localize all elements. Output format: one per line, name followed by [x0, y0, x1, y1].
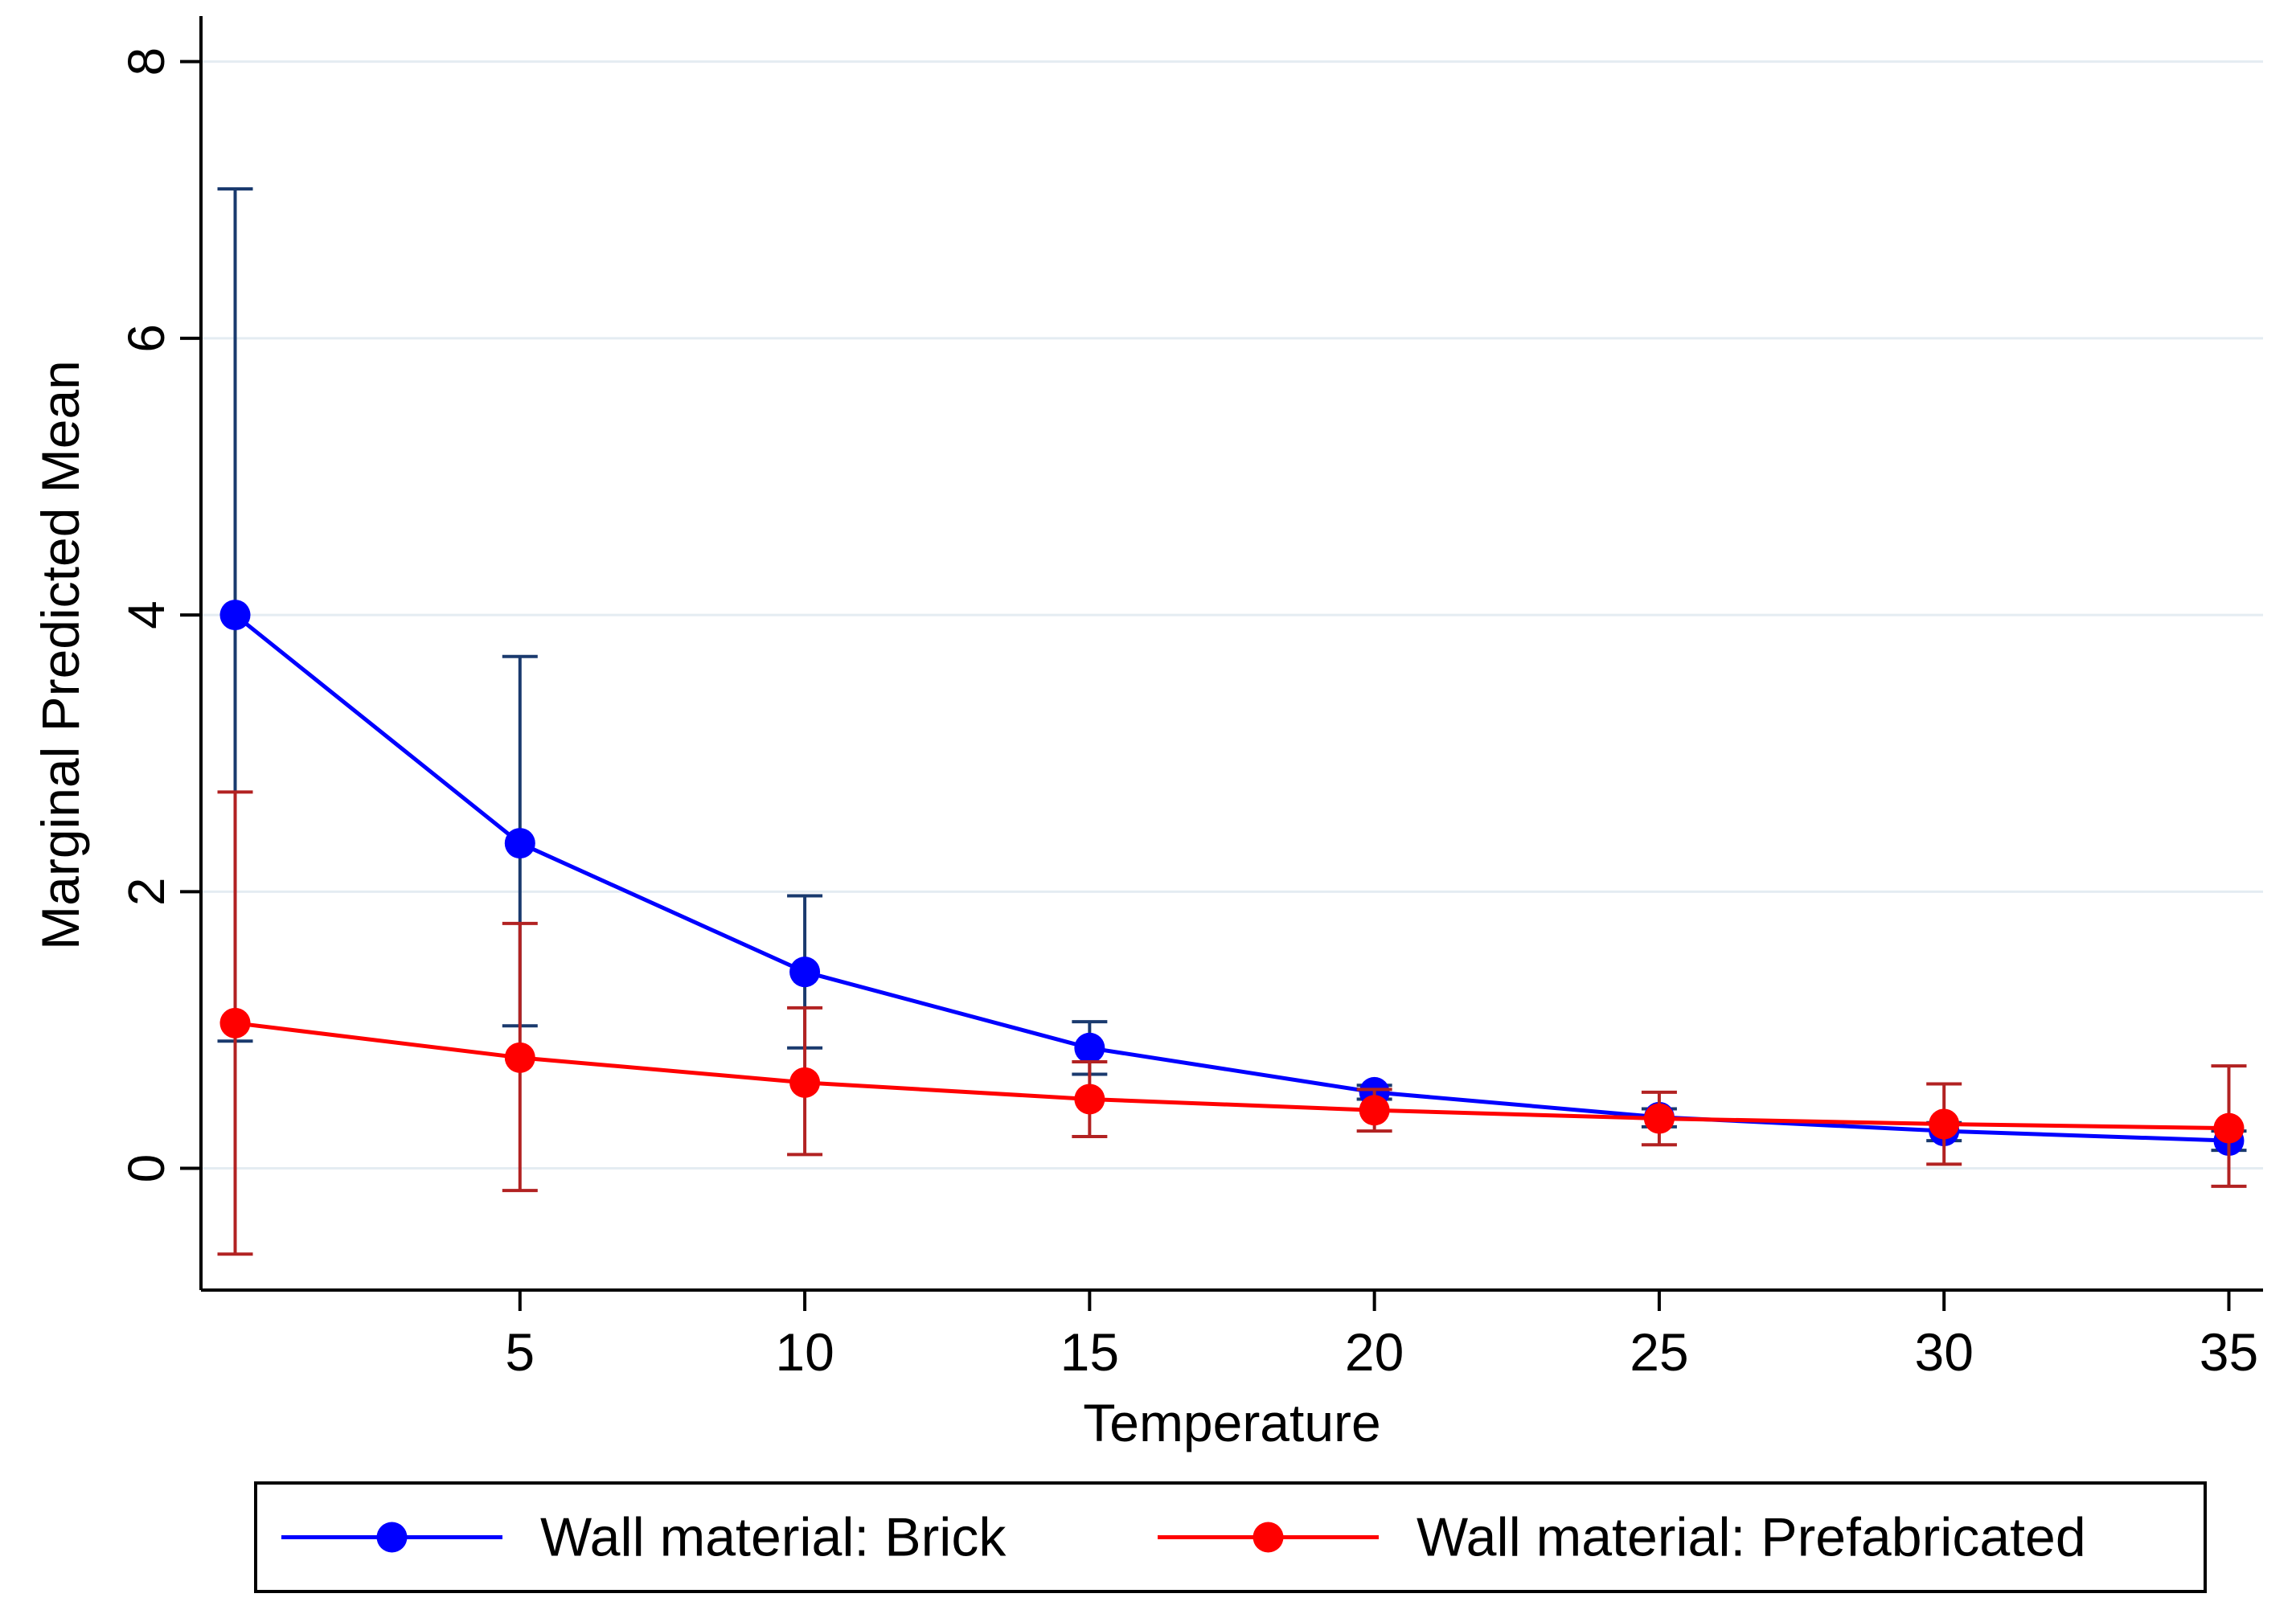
legend-label-2: Wall material: Prefabricated [1417, 1507, 2086, 1568]
data-point-series-1-x10 [789, 957, 821, 988]
data-point-series-2-x35 [2213, 1112, 2245, 1144]
x-tick-label-5: 5 [505, 1322, 535, 1382]
series-line-2 [235, 1021, 2229, 1131]
series-2 [217, 790, 2247, 1256]
x-tick-label-25: 25 [1630, 1322, 1688, 1382]
y-tick-label-2: 2 [117, 878, 175, 907]
data-point-series-2-x10 [789, 1067, 821, 1098]
data-point-series-1-x0 [219, 600, 251, 631]
data-point-series-2-x25 [1643, 1103, 1675, 1134]
y-tick-label-4: 4 [117, 600, 175, 629]
data-point-series-1-x5 [504, 828, 535, 859]
y-tick-label-0: 0 [117, 1154, 175, 1183]
legend-marker-1 [376, 1522, 408, 1553]
x-tick-label-20: 20 [1345, 1322, 1404, 1382]
legend-item-1: Wall material: Brick [281, 1507, 1007, 1568]
legend: Wall material: Brick Wall material: Prefa… [254, 1481, 2207, 1593]
data-point-series-2-x20 [1359, 1095, 1390, 1126]
y-tick-label-6: 6 [117, 324, 175, 353]
legend-label-1: Wall material: Brick [540, 1507, 1007, 1568]
x-axis-title: Temperature [1083, 1393, 1381, 1452]
y-axis-title: Marginal Predicted Mean [31, 360, 90, 950]
data-point-series-2-x30 [1929, 1108, 1960, 1140]
data-point-series-2-x0 [219, 1007, 251, 1038]
y-tick-label-8: 8 [117, 47, 175, 76]
x-tick-label-30: 30 [1914, 1322, 1973, 1382]
legend-item-2: Wall material: Prefabricated [1158, 1507, 2086, 1568]
x-tick-label-35: 35 [2200, 1322, 2258, 1382]
legend-marker-2 [1253, 1522, 1284, 1553]
axes: 0 2 4 6 8 5 10 15 20 25 30 35 [117, 16, 2263, 1382]
data-point-series-2-x15 [1074, 1084, 1105, 1115]
gridlines [201, 60, 2263, 1170]
series-layer [217, 186, 2247, 1256]
data-point-series-2-x5 [504, 1042, 535, 1073]
x-tick-label-15: 15 [1060, 1322, 1119, 1382]
series-line-1 [233, 613, 2229, 1143]
data-point-series-1-x15 [1074, 1032, 1105, 1063]
x-tick-label-10: 10 [775, 1322, 834, 1382]
